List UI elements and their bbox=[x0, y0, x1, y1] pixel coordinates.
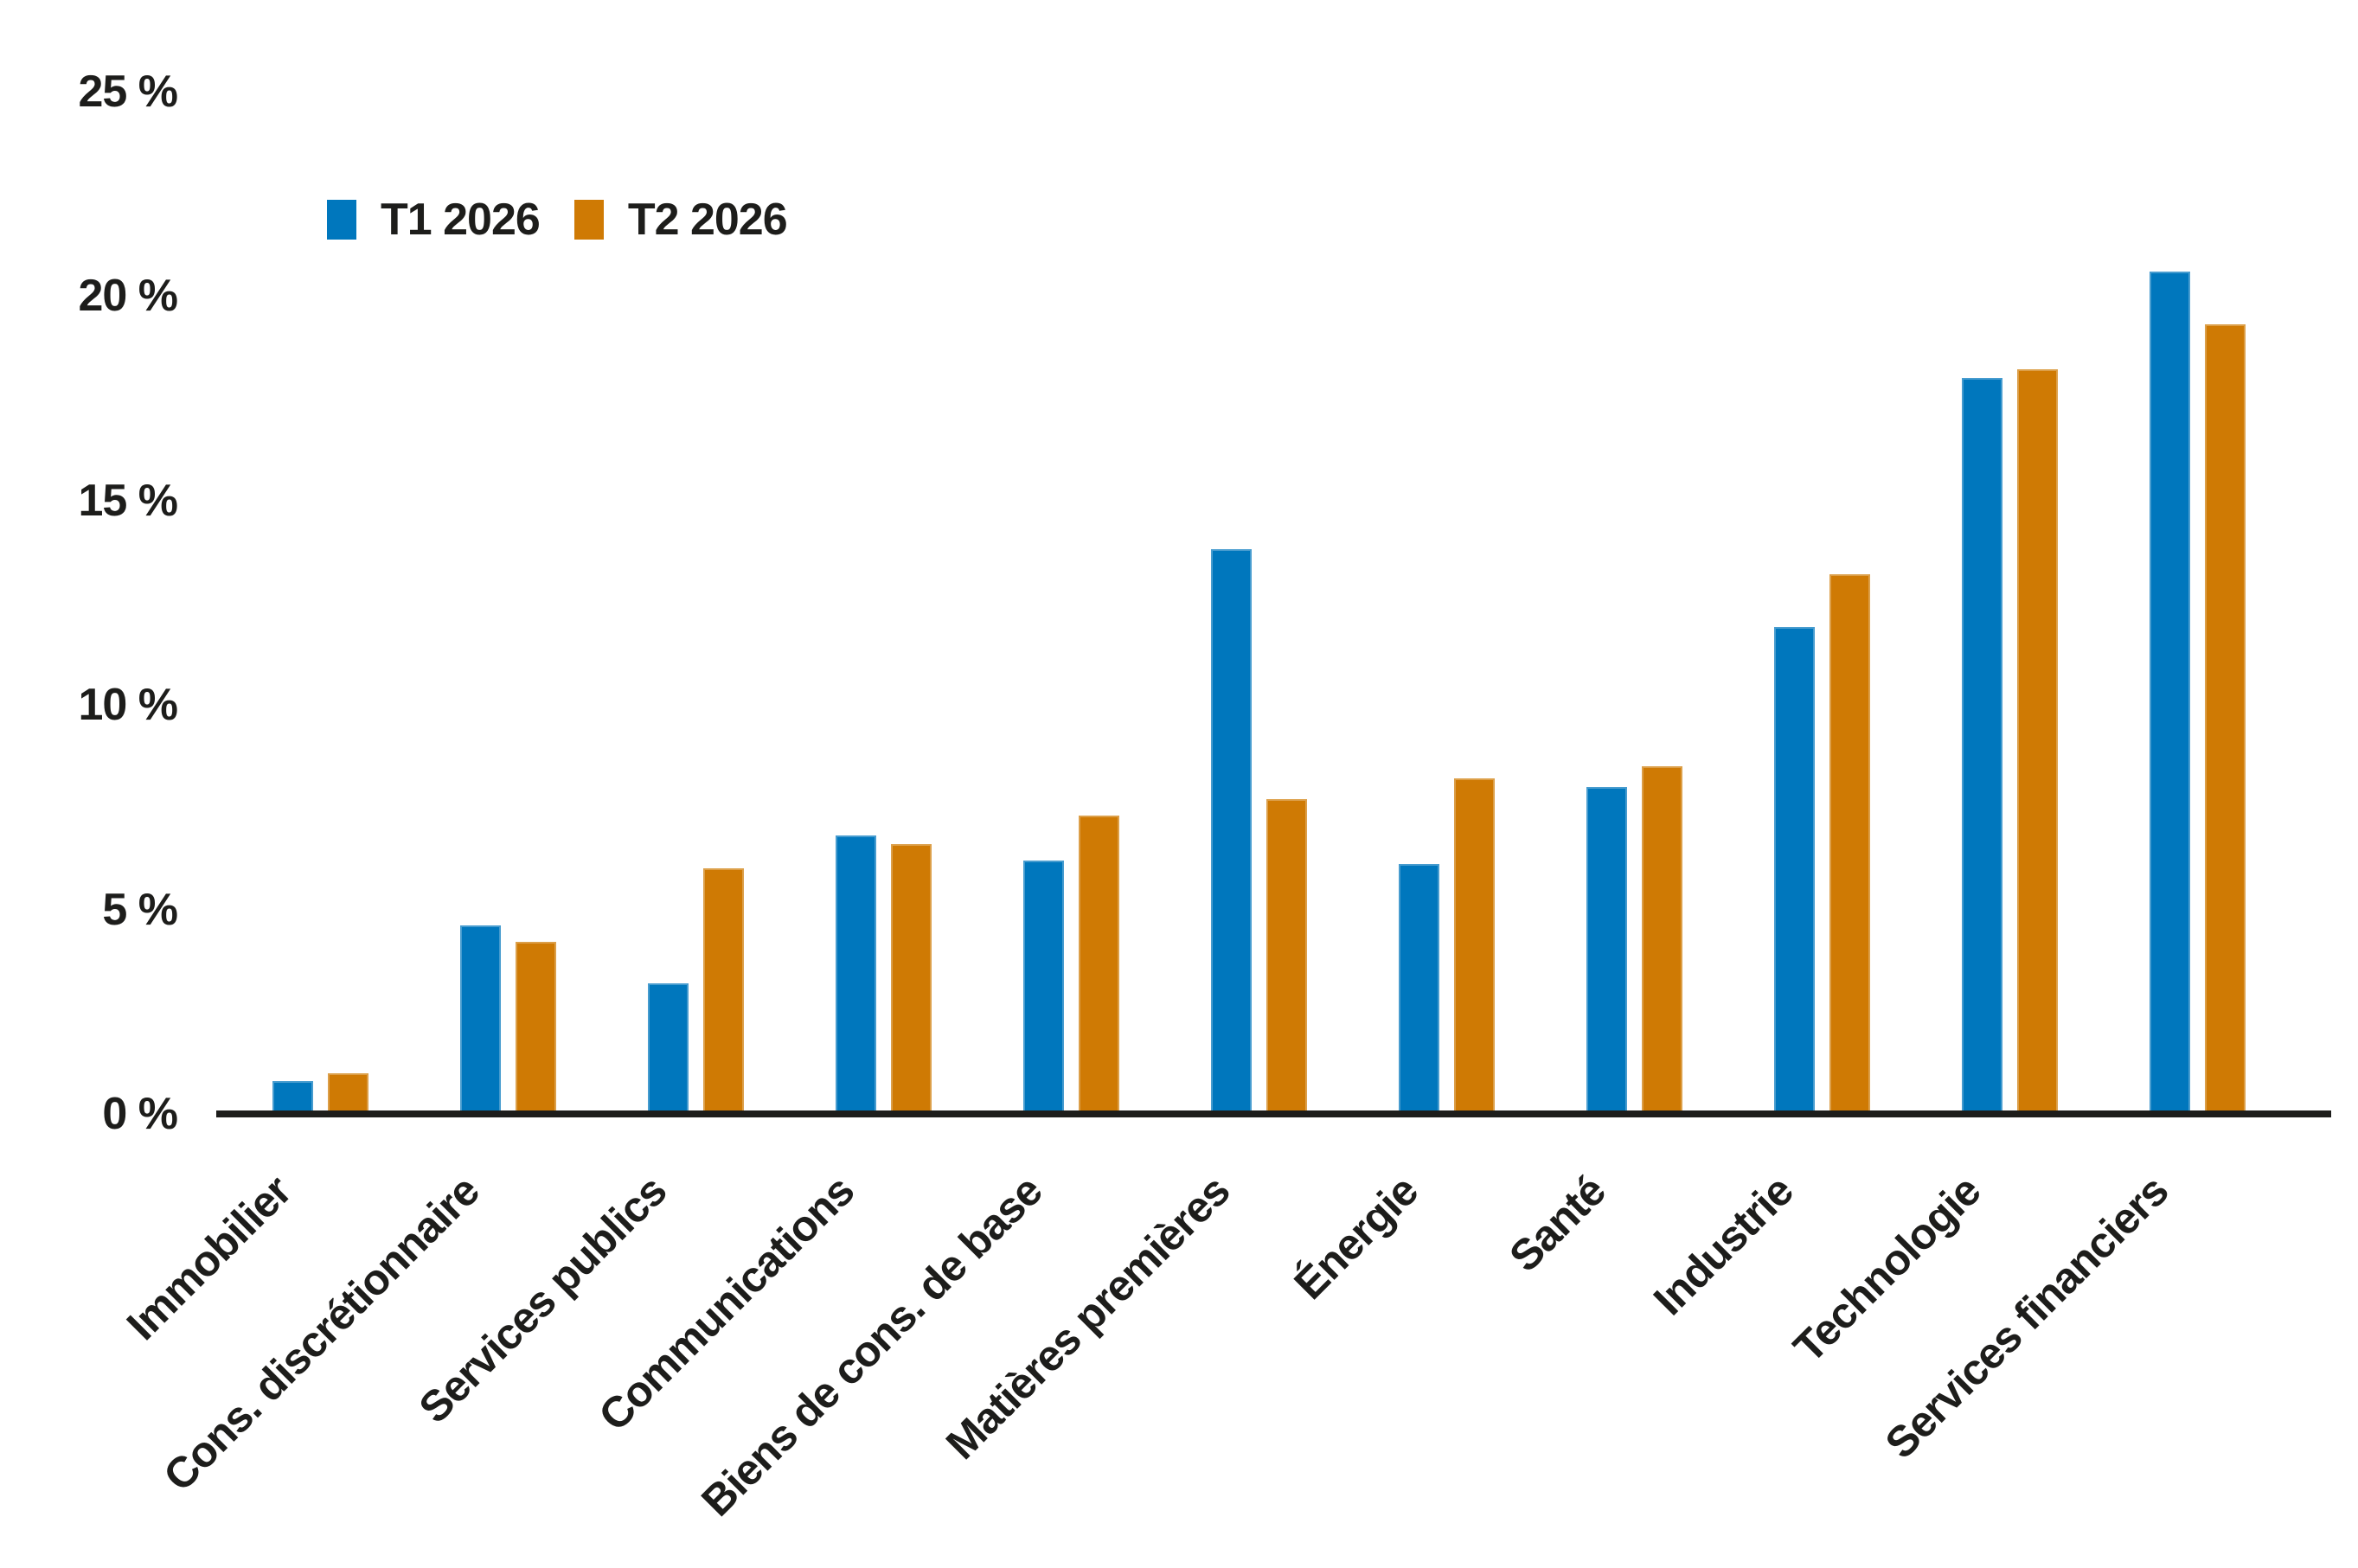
legend-label-t2: T2 2026 bbox=[627, 195, 788, 245]
y-tick-label-15: 15 % bbox=[78, 475, 178, 526]
category-label-9: Technologie bbox=[1784, 1166, 1990, 1373]
legend-swatch-t2-icon bbox=[573, 200, 604, 240]
bar-t1-4 bbox=[1022, 860, 1064, 1114]
y-tick-label-10: 10 % bbox=[78, 680, 178, 730]
bar-t1-2 bbox=[647, 982, 689, 1114]
bar-group-2 bbox=[647, 91, 744, 1114]
bar-t2-0 bbox=[327, 1072, 368, 1114]
legend-item-t2: T2 2026 bbox=[573, 194, 788, 246]
bar-group-7 bbox=[1586, 91, 1682, 1114]
y-tick-label-0: 0 % bbox=[102, 1089, 178, 1139]
plot-area bbox=[216, 91, 2331, 1114]
bar-t2-8 bbox=[1829, 573, 1870, 1114]
bar-t2-3 bbox=[890, 843, 932, 1114]
bar-group-10 bbox=[2149, 91, 2246, 1114]
category-label-6: Énergie bbox=[1284, 1166, 1427, 1309]
category-label-8: Industrie bbox=[1644, 1166, 1803, 1325]
y-tick-label-25: 25 % bbox=[78, 66, 178, 117]
legend-swatch-t1-icon bbox=[327, 200, 356, 240]
bar-group-6 bbox=[1398, 91, 1495, 1114]
bar-t1-9 bbox=[1961, 377, 2002, 1114]
bar-group-3 bbox=[835, 91, 932, 1114]
bar-t2-5 bbox=[1266, 798, 1307, 1114]
bar-t1-3 bbox=[835, 835, 876, 1114]
category-label-7: Santé bbox=[1499, 1166, 1615, 1282]
bar-t2-9 bbox=[2016, 369, 2058, 1114]
bar-group-9 bbox=[1961, 91, 2058, 1114]
bar-group-1 bbox=[459, 91, 556, 1114]
legend-item-t1: T1 2026 bbox=[327, 194, 541, 246]
bar-t1-6 bbox=[1398, 864, 1439, 1114]
legend: T1 2026 T2 2026 bbox=[327, 194, 788, 246]
bar-t1-8 bbox=[1773, 627, 1815, 1114]
bar-group-4 bbox=[1022, 91, 1119, 1114]
y-tick-label-5: 5 % bbox=[102, 884, 178, 935]
bar-group-8 bbox=[1773, 91, 1870, 1114]
category-label-0: Immobilier bbox=[117, 1166, 301, 1350]
bar-group-0 bbox=[272, 91, 368, 1114]
legend-label-t1: T1 2026 bbox=[381, 195, 541, 245]
bar-t1-1 bbox=[459, 925, 501, 1114]
bar-t2-7 bbox=[1641, 765, 1682, 1114]
bar-group-5 bbox=[1210, 91, 1307, 1114]
bar-t2-6 bbox=[1453, 778, 1495, 1114]
bar-t1-7 bbox=[1586, 786, 1627, 1114]
bar-t2-1 bbox=[515, 942, 556, 1114]
bar-t2-10 bbox=[2204, 324, 2246, 1114]
category-label-1: Cons. discrétionnaire bbox=[154, 1166, 489, 1501]
bar-t1-0 bbox=[272, 1081, 313, 1114]
bar-t2-4 bbox=[1078, 815, 1119, 1114]
bar-t2-2 bbox=[702, 868, 744, 1114]
y-tick-label-20: 20 % bbox=[78, 271, 178, 321]
bar-t1-10 bbox=[2149, 271, 2190, 1114]
category-label-4: Biens de cons. de base bbox=[692, 1166, 1052, 1526]
x-axis-line bbox=[216, 1110, 2331, 1117]
bar-t1-5 bbox=[1210, 549, 1252, 1114]
